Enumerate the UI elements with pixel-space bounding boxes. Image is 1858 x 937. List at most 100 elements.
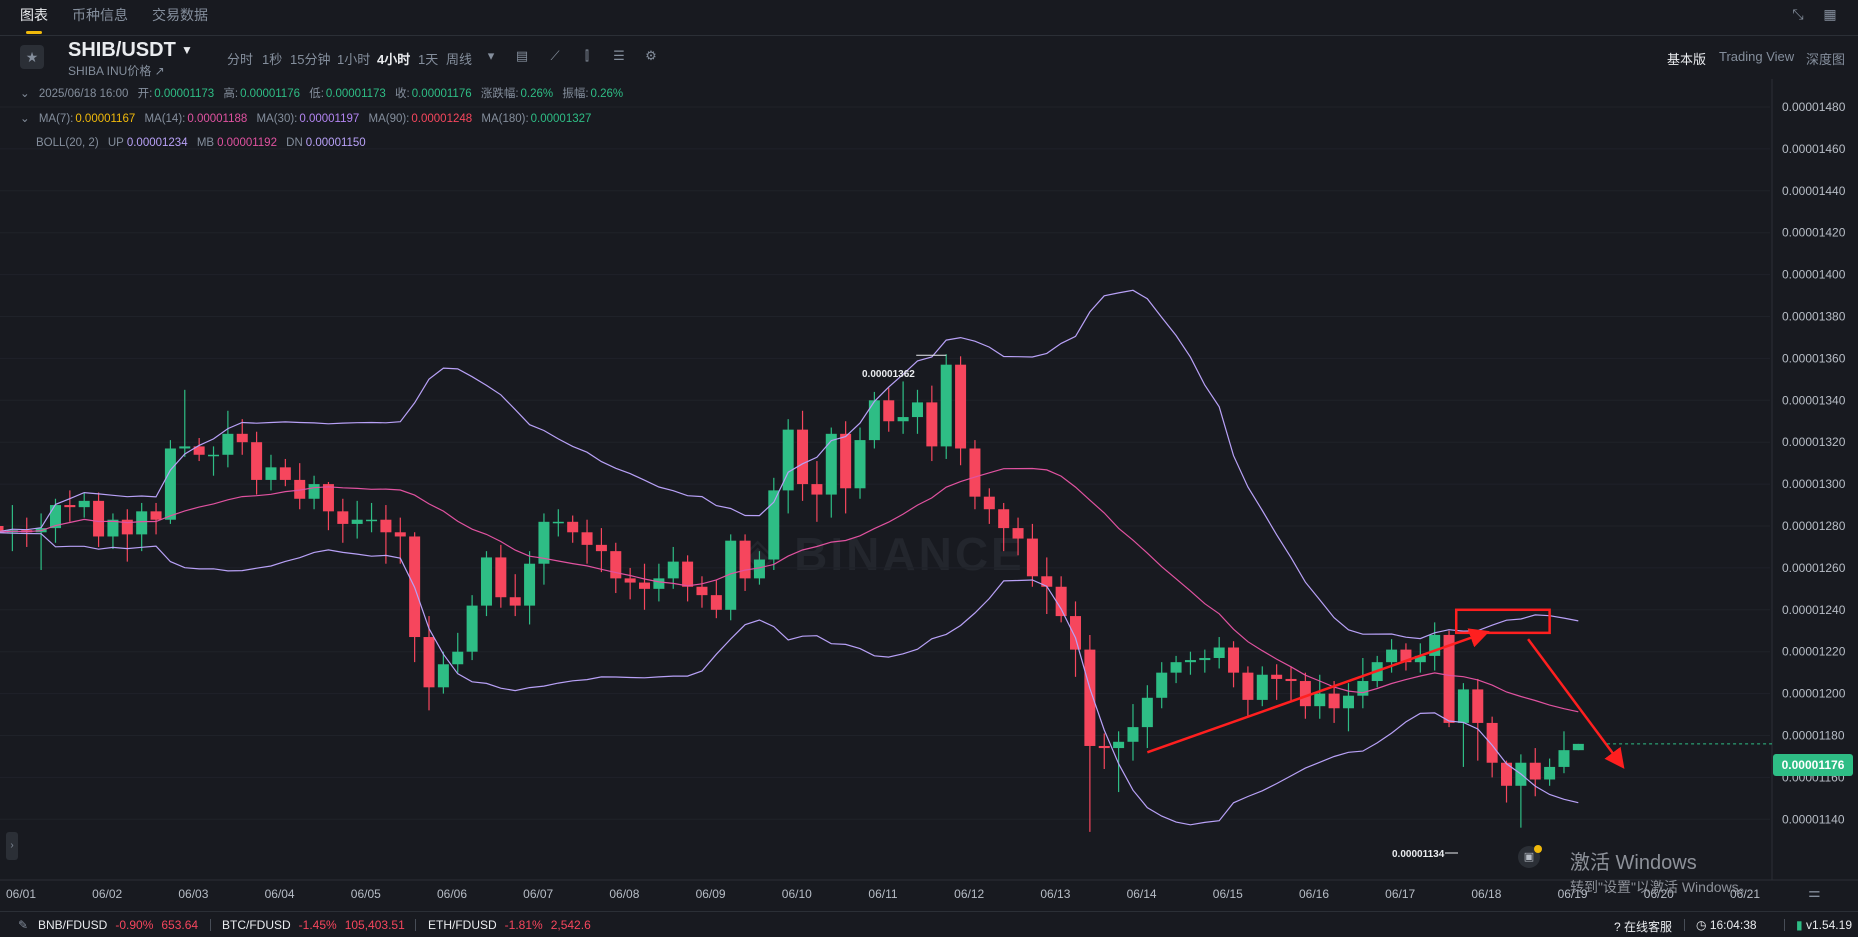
candle-type-icon[interactable]: ⫿ [584,48,590,63]
ma-info-line: ⌄ MA(7): 0.00001167 MA(14): 0.00001188 MA(… [20,111,597,125]
x-tick-label: 06/13 [1040,887,1070,901]
clock-icon: ◷ [1696,918,1707,932]
layout-icon[interactable]: ☰ [613,48,625,63]
candle-up [351,519,363,524]
candle-down [998,509,1010,529]
y-tick-label: 0.00001300 [1782,477,1846,491]
favorite-star-icon[interactable]: ★ [20,45,44,69]
ticker-eth[interactable]: ETH/FDUSD -1.81% 2,542.6 [428,918,591,932]
candle-down [93,500,105,537]
candle-up [136,511,148,535]
chevron-down-icon[interactable]: ▼ [181,43,193,57]
pair-subtitle[interactable]: SHIBA INU价格 ↗ [68,64,165,78]
x-tick-label: 06/11 [868,887,897,901]
ticker-btc[interactable]: BTC/FDUSD -1.45% 105,403.51 [222,918,405,932]
interval-4h[interactable]: 4小时 [377,52,411,67]
indicator-icon[interactable]: ⟋ [550,48,560,63]
interval-1w[interactable]: 周线 [446,52,473,67]
calendar-icon[interactable]: ▤ [515,48,529,63]
collapse-chevron-icon[interactable]: ⌄ [20,88,30,100]
interval-1h[interactable]: 1小时 [337,52,371,67]
boll-mb-value: 0.00001192 [217,137,277,149]
candle-up [1357,681,1369,696]
candle-down [567,521,579,533]
pair-title[interactable]: SHIB/USDT [68,39,176,61]
y-tick-label: 0.00001280 [1782,519,1846,533]
candle-down [969,448,981,497]
candle-down [581,532,593,545]
candle-down [1228,647,1240,673]
more-intervals-chevron-icon[interactable]: ▾ [487,48,495,63]
ticker-edit-icon[interactable]: ✎ [18,918,29,932]
x-tick-label: 06/01 [6,887,36,901]
candle-down [423,637,435,688]
interval-line[interactable]: 分时 [227,52,254,67]
candle-up [725,540,737,610]
candle-up [782,429,794,491]
candle-down [1501,762,1513,786]
candlestick-chart[interactable]: 0.00001480 0.00001460 0.00001440 0.00001420… [0,0,1858,911]
grid-icon[interactable]: ▦ [1823,6,1837,22]
candle-down [1299,681,1311,707]
candle-down [1041,576,1053,587]
support-link[interactable]: ? 在线客服 [1614,918,1672,935]
low-label: 低: [309,88,324,100]
collapse-chevron-icon[interactable]: ⌄ [20,113,30,125]
candle-up [940,364,952,447]
low-value: 0.00001173 [325,88,386,100]
view-tradingview[interactable]: Trading View [1719,49,1795,64]
tab-coin-info[interactable]: 币种信息 [72,7,128,23]
scale-settings-icon[interactable]: ⚌ [1808,884,1821,900]
settings-gear-icon[interactable]: ⚙ [645,48,657,63]
x-tick-label: 06/18 [1471,887,1501,901]
candle-up [366,519,378,522]
divider [210,919,211,931]
y-tick-label: 0.00001380 [1782,310,1846,324]
interval-15m[interactable]: 15分钟 [290,52,331,67]
candle-up [1256,674,1268,700]
x-tick-label: 06/21 [1730,887,1760,901]
ma30-label: MA(30): [256,113,298,125]
candle-down [1070,616,1082,650]
tab-chart[interactable]: 图表 [20,7,48,23]
candle-down [294,479,306,499]
candle-down [955,364,967,449]
candle-down [797,429,809,485]
y-tick-label: 0.00001200 [1782,687,1846,701]
candle-up [49,505,61,529]
candle-down [639,582,651,589]
tab-trading-data[interactable]: 交易数据 [152,7,208,23]
interval-1d[interactable]: 1天 [418,52,439,67]
watermark-line2: 转到"设置"以激活 Windows。 [1570,879,1753,895]
candle-up [1170,662,1182,673]
x-tick-label: 06/12 [954,887,984,901]
interval-1s[interactable]: 1秒 [262,52,283,67]
candle-down [926,402,938,447]
candle-up [524,563,536,606]
candle-up [1156,672,1168,698]
x-tick-label: 06/05 [351,887,381,901]
view-basic[interactable]: 基本版 [1667,52,1707,67]
open-value: 0.00001173 [154,88,215,100]
expand-drawing-tools-icon[interactable]: › [6,832,18,860]
candle-down [811,484,823,495]
ticker-bnb[interactable]: BNB/FDUSD -0.90% 653.64 [38,918,198,932]
candle-up [911,402,923,418]
candle-up [552,521,564,524]
high-value: 0.00001176 [240,88,300,100]
candle-up [1558,750,1570,767]
ticker-change: -1.81% [504,918,543,932]
boll-middle-line [0,467,1579,713]
ma180-value: 0.00001327 [530,113,592,125]
support-label: 在线客服 [1624,920,1673,934]
candle-up [825,433,837,495]
view-depth[interactable]: 深度图 [1806,52,1846,67]
notification-dot [1534,845,1542,853]
clock-time: 16:04:38 [1709,918,1757,932]
candle-up [164,448,176,520]
candle-up [768,490,780,560]
downtrend-arrow [1527,638,1625,769]
collapse-icon[interactable]: ⤡ [1792,6,1804,22]
x-tick-label: 06/08 [609,887,639,901]
candle-up [1127,727,1139,742]
